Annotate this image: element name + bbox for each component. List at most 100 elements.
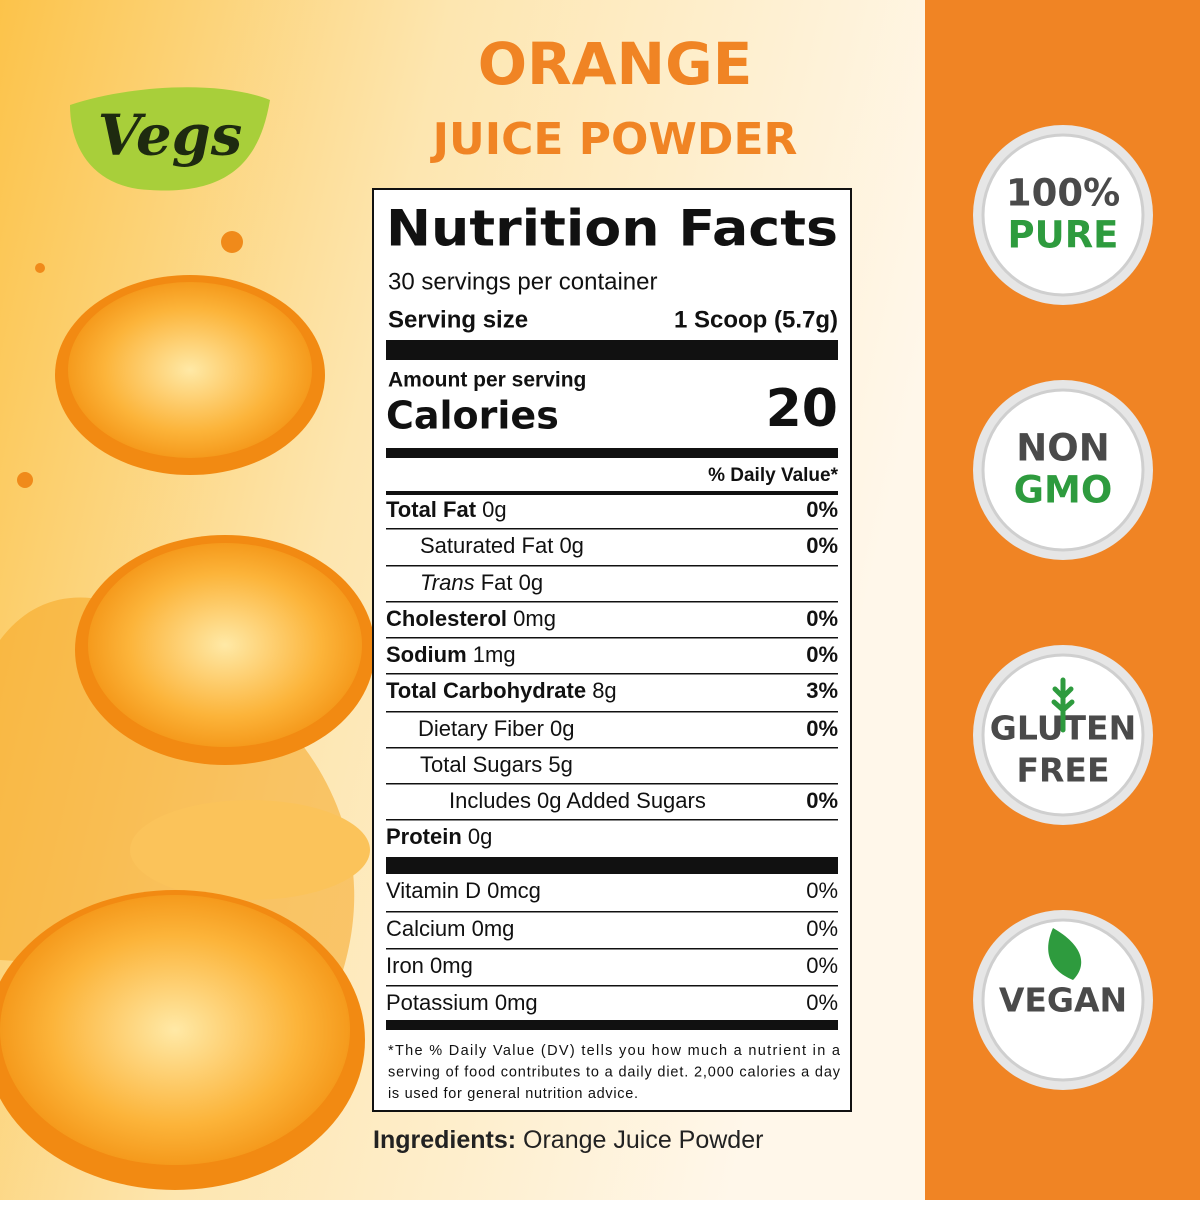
footnote: is used for general nutrition advice. <box>388 1086 638 1102</box>
badge <box>981 388 1145 552</box>
vitamin-name: Iron <box>386 953 424 978</box>
dv-header: % Daily Value* <box>708 465 839 486</box>
calories-label: Calories <box>386 394 559 438</box>
nutrient-name: Sodium <box>386 642 467 667</box>
nutrient-dv: 0% <box>806 606 838 631</box>
nutrient-prefix: Trans <box>420 570 475 595</box>
nutrient-amount: 1mg <box>473 642 516 667</box>
ingredients: Ingredients: Orange Juice Powder <box>373 1126 763 1154</box>
nutrient-amount: 0g <box>468 824 492 849</box>
nutrient-amount: 8g <box>592 678 616 703</box>
vitamin-name: Vitamin D <box>386 878 481 903</box>
label-content: Nutrition Facts 30 servings per containe… <box>386 200 841 1102</box>
nutrient-name: Total Carbohydrate <box>386 678 586 703</box>
serving-size-label: Serving size <box>388 306 528 333</box>
rule <box>386 601 838 603</box>
vitamin-row: Iron 0mg <box>386 953 473 978</box>
subtitle: JUICE POWDER <box>430 114 798 165</box>
leaf-icon <box>1048 928 1082 980</box>
nutrient-name: Total Sugars <box>420 752 542 777</box>
ingredients-label: Ingredients: <box>373 1126 516 1154</box>
badge-line2: PURE <box>1008 214 1119 257</box>
rule <box>386 783 838 785</box>
vitamin-row: Calcium 0mg <box>386 916 514 941</box>
rule <box>386 911 838 913</box>
nutrient-row: Total Carbohydrate 8g <box>386 678 617 703</box>
nutrient-row: Includes 0g Added Sugars <box>449 788 706 813</box>
thick-rule <box>386 448 838 458</box>
badge-line1: NON <box>1016 427 1109 470</box>
wheat-icon <box>1051 677 1075 733</box>
badge <box>981 133 1145 297</box>
thick-rule <box>386 1020 838 1030</box>
rule <box>386 948 838 950</box>
vitamin-amount: 0mg <box>472 916 515 941</box>
rule <box>386 819 838 821</box>
nutrient-name: Cholesterol <box>386 606 507 631</box>
nutrient-row: Saturated Fat 0g <box>420 533 584 558</box>
vitamin-row: Vitamin D 0mcg <box>386 878 541 903</box>
nutrient-amount: 0g <box>519 570 543 595</box>
brand-logo: Vegs <box>98 103 243 169</box>
vitamin-dv: 0% <box>806 953 838 978</box>
calories: 20 <box>766 379 838 439</box>
badge <box>981 918 1145 1082</box>
rule <box>386 985 838 987</box>
rule <box>386 673 838 675</box>
rule <box>386 565 838 567</box>
vitamin-amount: 0mg <box>495 990 538 1015</box>
vitamin-amount: 0mcg <box>487 878 541 903</box>
rule <box>386 528 838 530</box>
ingredients-text: Orange Juice Powder <box>523 1126 763 1154</box>
nutrient-amount: 0g <box>550 716 574 741</box>
amount-label: Amount per serving <box>388 369 586 392</box>
nutrient-amount: 0mg <box>513 606 556 631</box>
serving-size: 1 Scoop (5.7g) <box>674 306 838 333</box>
vitamin-dv: 0% <box>806 916 838 941</box>
nutrient-row: Sodium 1mg <box>386 642 516 667</box>
nutrient-dv: 3% <box>806 678 838 703</box>
nutrient-name: Fat <box>481 570 513 595</box>
rule <box>386 711 838 713</box>
label-title: Nutrition Facts <box>386 200 838 258</box>
title: ORANGE <box>478 30 753 98</box>
footnote: serving of food contributes to a daily d… <box>388 1064 841 1080</box>
nutrient-name: Dietary Fiber <box>418 716 544 741</box>
nutrient-row: Total Sugars 5g <box>420 752 573 777</box>
footnote: *The % Daily Value (DV) tells you how mu… <box>388 1043 841 1059</box>
orange-decoration <box>0 231 375 1190</box>
badge-line1: VEGAN <box>999 981 1127 1020</box>
vitamin-name: Calcium <box>386 916 465 941</box>
rule <box>386 637 838 639</box>
nutrient-name: Saturated Fat <box>420 533 553 558</box>
nutrient-row: Trans Fat 0g <box>420 570 543 595</box>
badge-line2: FREE <box>1016 751 1109 790</box>
nutrient-name: Total Fat <box>386 497 477 522</box>
nutrient-dv: 0% <box>806 497 838 522</box>
badge <box>981 653 1145 817</box>
nutrient-dv: 0% <box>806 716 838 741</box>
vitamin-name: Potassium <box>386 990 489 1015</box>
nutrient-amount: 0g <box>482 497 506 522</box>
nutrient-amount: 0g <box>559 533 583 558</box>
logo-leaf <box>70 87 270 191</box>
rule <box>386 491 838 495</box>
thick-rule <box>386 340 838 360</box>
nutrient-name: Protein <box>386 824 462 849</box>
vitamin-amount: 0mg <box>430 953 473 978</box>
vitamin-dv: 0% <box>806 878 838 903</box>
nutrient-row: Total Fat 0g <box>386 497 507 522</box>
nutrient-dv: 0% <box>806 533 838 558</box>
badge-line1: 100% <box>1006 172 1120 215</box>
rule <box>386 747 838 749</box>
nutrient-dv: 0% <box>806 642 838 667</box>
nutrient-row: Protein 0g <box>386 824 492 849</box>
servings: 30 servings per container <box>388 268 657 295</box>
vitamin-row: Potassium 0mg <box>386 990 538 1015</box>
badge-line2: GMO <box>1014 469 1113 512</box>
nutrient-dv: 0% <box>806 788 838 813</box>
vitamin-dv: 0% <box>806 990 838 1015</box>
